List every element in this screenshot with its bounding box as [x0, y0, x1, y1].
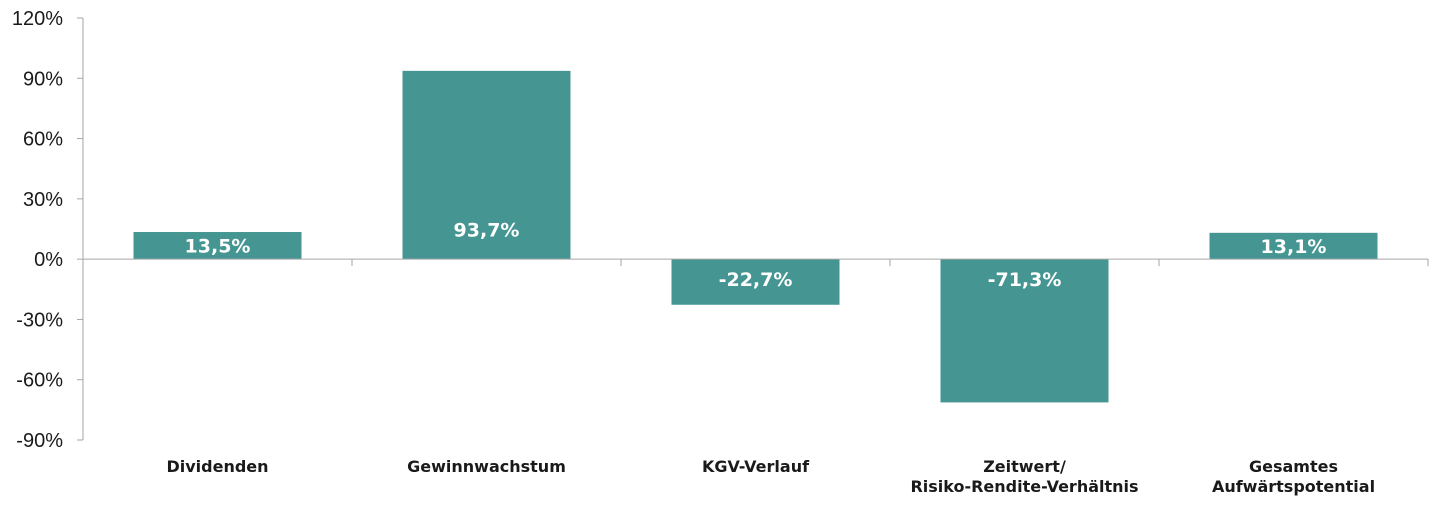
y-tick-label-2: 60%: [23, 129, 63, 151]
category-label-4-line-0: Gesamtes: [1249, 457, 1338, 476]
category-label-1-line-0: Gewinnwachstum: [407, 457, 566, 476]
y-tick-label-4: 0%: [34, 249, 63, 271]
bar-0: [133, 232, 302, 260]
y-tick-label-7: -90%: [16, 430, 63, 452]
data-label-2: -22,7%: [719, 269, 793, 291]
category-label-3-line-0: Zeitwert/: [983, 457, 1066, 476]
y-tick-label-6: -60%: [16, 370, 63, 392]
bar-1: [402, 70, 571, 260]
bar-2: [671, 259, 840, 305]
bar-3: [940, 259, 1109, 403]
data-label-4: 13,1%: [1261, 236, 1327, 258]
category-label-0-line-0: Dividenden: [166, 457, 268, 476]
category-label-2-line-0: KGV-Verlauf: [702, 457, 810, 476]
y-tick-label-0: 120%: [12, 8, 63, 30]
data-label-3: -71,3%: [988, 269, 1062, 291]
labels-group: 13,5% 93,7% -22,7% -71,3% 13,1% 120% 90% 60% 30%…: [12, 8, 1375, 496]
data-label-1: 93,7%: [454, 220, 520, 242]
y-tick-label-3: 30%: [23, 189, 63, 211]
axes-group: [77, 17, 1429, 441]
data-label-0: 13,5%: [185, 236, 251, 258]
bars-group: [133, 70, 1378, 403]
category-label-3-line-1: Risiko-Rendite-Verhältnis: [910, 477, 1138, 496]
y-tick-label-1: 90%: [23, 68, 63, 90]
y-tick-label-5: -30%: [16, 309, 63, 331]
category-label-4-line-1: Aufwärtspotential: [1212, 477, 1375, 496]
bar-4: [1209, 232, 1378, 260]
